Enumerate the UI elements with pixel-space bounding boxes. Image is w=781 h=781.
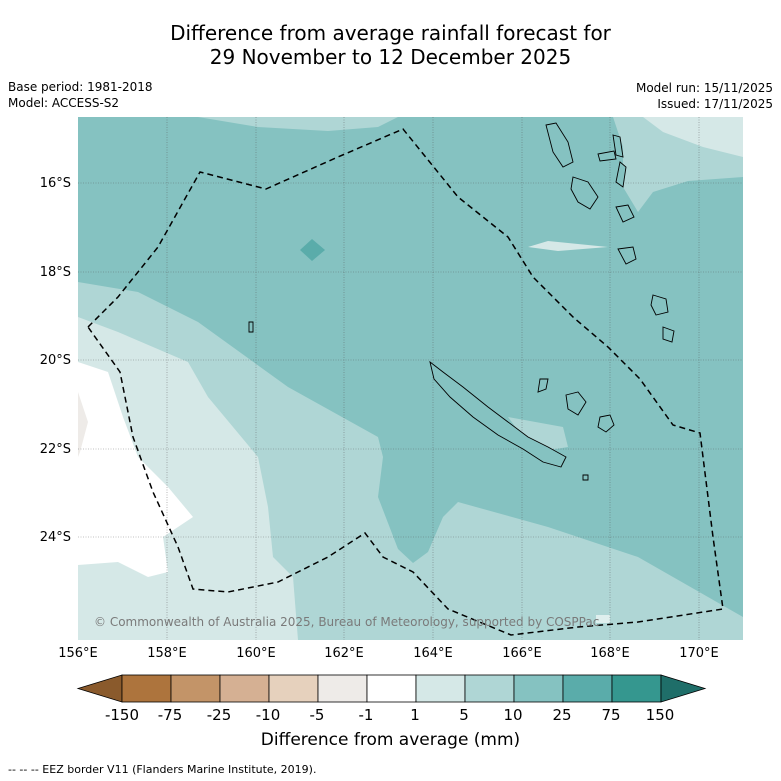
- colorbar-cell: [415, 674, 466, 703]
- colorbar-label: -75: [157, 706, 183, 724]
- colorbar-cell: [513, 674, 564, 703]
- anomaly-1-5-top: [643, 117, 743, 157]
- ouvea: [537, 378, 549, 393]
- colorbar-label: 25: [552, 706, 572, 724]
- colorbar-cell: [170, 674, 221, 703]
- lat-label-16s: 16°S: [39, 176, 71, 191]
- small-island-1: [248, 321, 254, 333]
- eez-border: [87, 128, 724, 636]
- colorbar-label: -150: [104, 706, 140, 724]
- colorbar-cell: [219, 674, 270, 703]
- lon-label-162e: 162°E: [324, 646, 364, 661]
- colorbar-cell: [366, 674, 417, 703]
- erromango: [617, 246, 637, 265]
- lon-label-170e: 170°E: [679, 646, 719, 661]
- anomaly-5-10-newcal: [508, 417, 568, 452]
- anomaly-neutral: [78, 362, 193, 577]
- anomaly-5-10-north: [198, 117, 398, 131]
- lat-label-22s: 22°S: [39, 442, 71, 457]
- rainfall-map: © Commonwealth of Australia 2025, Bureau…: [78, 117, 743, 640]
- ambae: [597, 150, 617, 162]
- model-name: Model: ACCESS-S2: [8, 96, 120, 110]
- issued-date: Issued: 17/11/2025: [657, 97, 773, 111]
- lon-label-166e: 166°E: [502, 646, 542, 661]
- lifou: [565, 391, 587, 416]
- colorbar-label: 5: [459, 706, 469, 724]
- colorbar-label: 10: [503, 706, 523, 724]
- isle-of-pines: [582, 474, 589, 481]
- colorbar-label: 75: [601, 706, 621, 724]
- malakula: [570, 176, 599, 210]
- title-line-1: Difference from average rainfall forecas…: [170, 21, 611, 45]
- eez-legend-note: -- -- -- EEZ border V11 (Flanders Marine…: [8, 763, 317, 776]
- model-run: Model run: 15/11/2025: [635, 81, 773, 95]
- anomaly-slight-dry: [78, 392, 88, 457]
- lat-label-18s: 18°S: [39, 265, 71, 280]
- colorbar-cell: [562, 674, 613, 703]
- colorbar-cell: [268, 674, 319, 703]
- colorbar-cell: [464, 674, 515, 703]
- colorbar-arrow-low: [76, 674, 123, 703]
- colorbar-label: -5: [309, 706, 325, 724]
- mare: [597, 414, 615, 433]
- colorbar-label: -1: [358, 706, 374, 724]
- colorbar: [76, 674, 707, 703]
- graticule: [78, 117, 743, 640]
- anomaly-25-75-patch: [300, 239, 325, 261]
- colorbar-cell: [317, 674, 368, 703]
- new-caledonia: [429, 360, 567, 468]
- lat-label-20s: 20°S: [39, 353, 71, 368]
- land: [248, 122, 675, 481]
- anomaly-5-10-strip: [528, 241, 608, 251]
- colorbar-cell: [121, 674, 172, 703]
- pentecost: [615, 161, 627, 188]
- tanna: [650, 294, 669, 316]
- maewo: [612, 134, 624, 158]
- colorbar-cell: [611, 674, 662, 703]
- anomaly-10-25-spot: [596, 615, 610, 623]
- colorbar-title: Difference from average (mm): [260, 730, 521, 750]
- lon-label-156e: 156°E: [58, 646, 98, 661]
- colorbar-label: -10: [255, 706, 281, 724]
- lon-label-160e: 160°E: [236, 646, 276, 661]
- lat-label-24s: 24°S: [39, 530, 71, 545]
- title-line-2: 29 November to 12 December 2025: [209, 45, 572, 69]
- lon-label-168e: 168°E: [590, 646, 630, 661]
- lon-label-158e: 158°E: [147, 646, 187, 661]
- espiritu-santo: [545, 122, 574, 168]
- lon-label-164e: 164°E: [413, 646, 453, 661]
- colorbar-label: 1: [410, 706, 420, 724]
- colorbar-label: -25: [206, 706, 232, 724]
- colorbar-arrow-high: [660, 674, 707, 703]
- efate: [615, 204, 635, 223]
- colorbar-label: 150: [645, 706, 675, 724]
- base-period: Base period: 1981-2018: [8, 80, 153, 94]
- aneityum: [662, 326, 675, 343]
- copyright: © Commonwealth of Australia 2025, Bureau…: [94, 615, 599, 629]
